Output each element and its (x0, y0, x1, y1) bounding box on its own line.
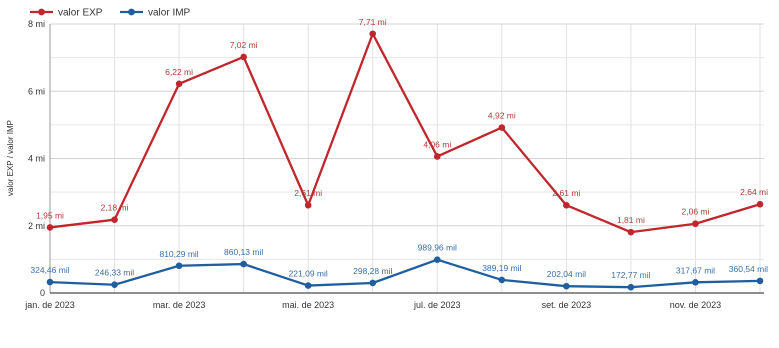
valor-exp-data-label: 2,61 mi (294, 188, 322, 198)
legend-imp-label: valor IMP (148, 8, 191, 19)
x-tick-label: jan. de 2023 (24, 300, 75, 310)
grid (49, 23, 764, 294)
legend-item-imp[interactable]: valor IMP (120, 8, 191, 19)
valor-imp-point (111, 281, 118, 289)
valor-imp-point (240, 260, 247, 268)
valor-imp-data-label: 810,29 mil (159, 249, 198, 259)
valor-imp-data-label: 860,13 mil (224, 247, 263, 257)
valor-imp-data-label: 317,67 mil (676, 265, 715, 275)
x-tick-label: set. de 2023 (542, 300, 592, 310)
valor-exp-point (304, 201, 312, 209)
valor-imp-point (46, 278, 54, 286)
valor-exp-data-label: 7,02 mi (230, 40, 258, 50)
x-tick-label: mar. de 2023 (153, 300, 206, 310)
valor-exp-data-label: 4,92 mi (488, 111, 516, 121)
valor-imp-data-label: 246,33 mil (95, 268, 134, 278)
valor-exp-data-label: 6,22 mi (165, 67, 193, 77)
valor-exp-point (111, 216, 118, 223)
valor-imp-data-label: 221,09 mil (289, 269, 328, 279)
valor-imp-data-label: 202,04 mil (547, 269, 586, 279)
valor-imp-line (49, 258, 761, 289)
valor-imp-data-label: 989,96 mil (418, 243, 457, 253)
valor-imp-data-label: 172,77 mil (611, 270, 650, 280)
series-layer (46, 30, 764, 291)
valor-exp-point (692, 220, 699, 228)
valor-imp-point (498, 276, 506, 284)
valor-exp-point (627, 228, 635, 236)
data-labels: 1,95 mi 2,18 mi 6,22 mi 7,02 mi 2,61 mi 7,71 … (30, 17, 768, 280)
valor-imp-point (692, 279, 699, 286)
valor-exp-data-label: 1,95 mi (36, 210, 64, 220)
valor-imp-point (369, 279, 377, 287)
valor-exp-data-label: 2,61 mi (552, 188, 580, 198)
axes: 0 2 mi 4 mi 6 mi 8 mi jan. de 2023 mar. de 202… (24, 19, 764, 310)
valor-exp-point (240, 53, 247, 61)
legend: valor EXP valor IMP (30, 8, 191, 19)
valor-imp-point (627, 283, 635, 291)
valor-exp-data-label: 2,64 mi (740, 187, 768, 197)
valor-exp-point (433, 153, 441, 160)
valor-imp-point (433, 256, 441, 264)
legend-imp-dot-icon (128, 8, 135, 16)
legend-exp-dot-icon (38, 8, 45, 16)
valor-exp-data-label: 2,06 mi (682, 207, 710, 217)
y-tick-label: 0 (40, 288, 45, 298)
valor-imp-point (563, 282, 570, 290)
y-tick-label: 6 mi (28, 86, 45, 96)
valor-imp-data-label: 324,46 mil (30, 265, 69, 275)
valor-exp-data-label: 2,18 mi (101, 203, 129, 213)
valor-exp-point (756, 200, 764, 208)
legend-item-exp[interactable]: valor EXP (30, 8, 103, 19)
valor-exp-point (498, 124, 506, 131)
x-tick-label: jul. de 2023 (413, 300, 461, 310)
valor-imp-point (175, 262, 183, 270)
y-tick-label: 2 mi (28, 221, 45, 231)
valor-exp-data-label: 1,81 mi (617, 215, 645, 225)
valor-imp-data-label: 360,54 mil (729, 264, 768, 274)
x-tick-label: mai. de 2023 (282, 300, 334, 310)
valor-exp-point (369, 30, 377, 38)
legend-exp-label: valor EXP (58, 8, 103, 19)
y-tick-label: 4 mi (28, 154, 45, 164)
valor-exp-point (175, 80, 183, 88)
y-tick-label: 8 mi (28, 19, 45, 29)
valor-exp-data-label: 7,71 mi (359, 17, 387, 27)
valor-imp-point (304, 282, 312, 289)
valor-exp-data-label: 4,06 mi (423, 139, 451, 149)
valor-imp-point (756, 277, 764, 285)
valor-exp-point (46, 224, 54, 231)
valor-imp-data-label: 298,28 mil (353, 266, 392, 276)
valor-imp-data-label: 389,19 mil (482, 263, 521, 273)
y-axis-label: valor EXP / valor IMP (6, 120, 15, 196)
valor-exp-line (49, 32, 761, 234)
x-tick-label: nov. de 2023 (670, 300, 721, 310)
valor-exp-point (563, 201, 570, 209)
